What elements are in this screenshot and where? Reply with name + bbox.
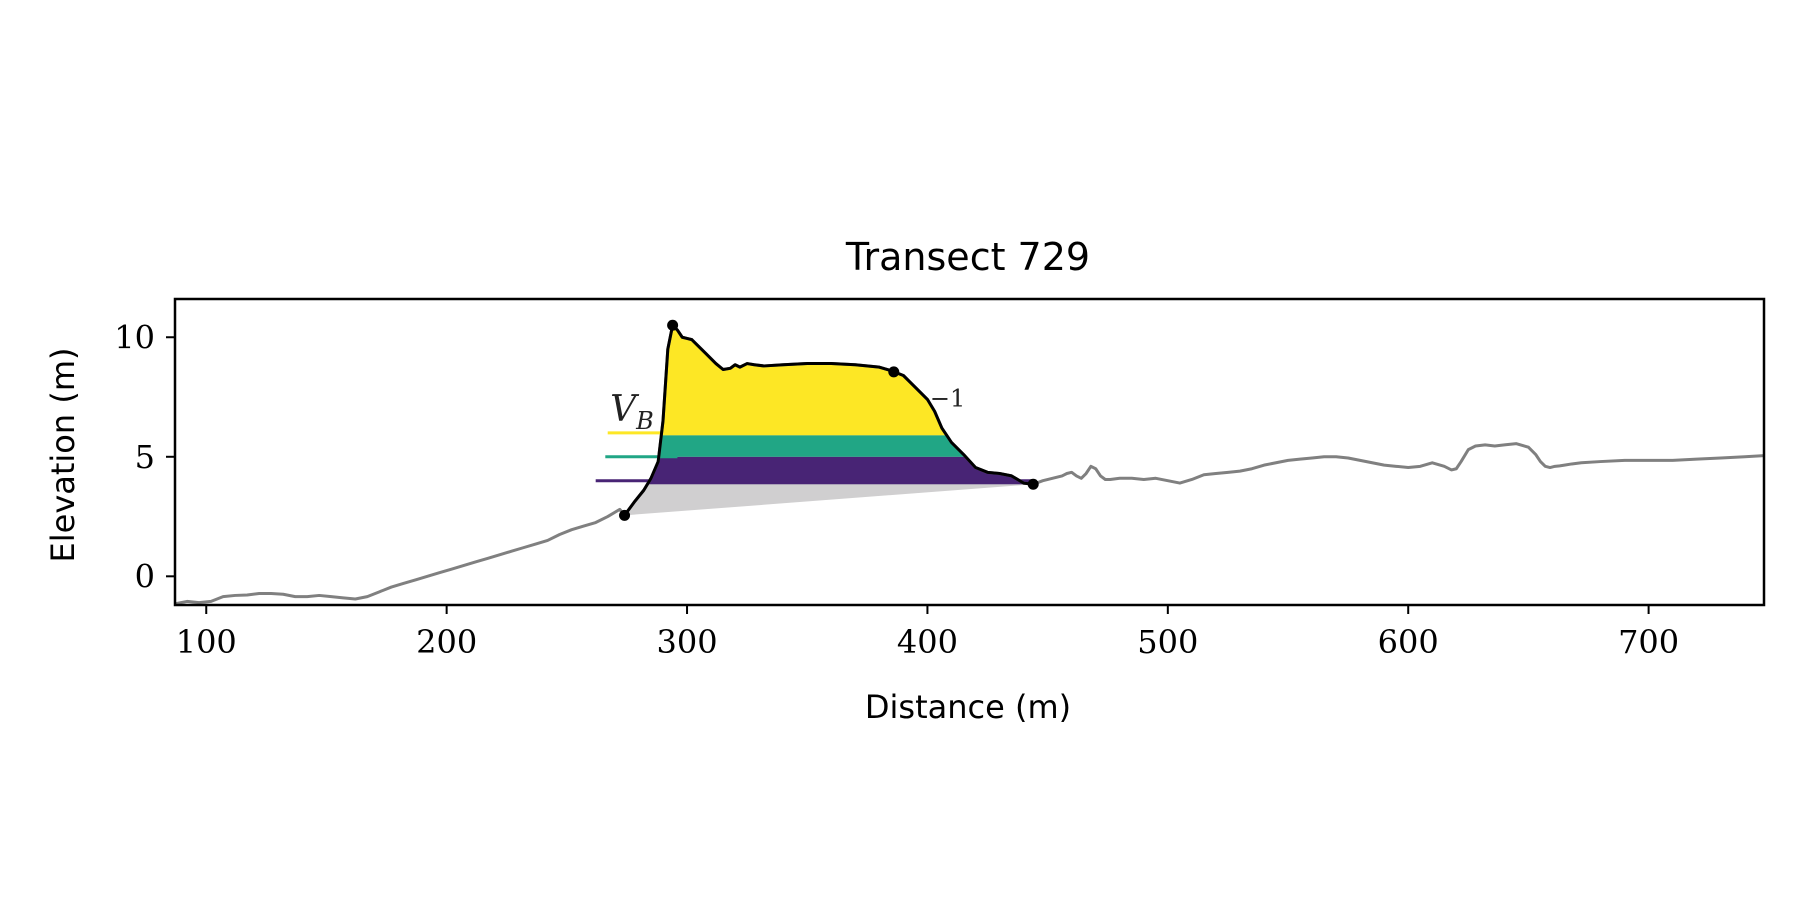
x-tick-label: 600 <box>1378 623 1439 661</box>
x-tick-label: 100 <box>176 623 237 661</box>
x-tick-label: 300 <box>656 623 717 661</box>
dune-band-1 <box>624 456 1034 481</box>
dune-point-3 <box>1027 478 1039 490</box>
plot-area: VB −1 <box>175 319 1764 605</box>
x-tick-label: 400 <box>897 623 958 661</box>
dune-band-2 <box>624 435 1034 457</box>
chart-title: Transect 729 <box>845 235 1090 279</box>
y-tick-label: 5 <box>135 438 155 476</box>
x-tick-label: 700 <box>1618 623 1679 661</box>
x-axis-label: Distance (m) <box>865 688 1071 726</box>
annotation-subscript: B <box>635 407 654 435</box>
dune-band-0 <box>624 480 1034 485</box>
dune-point-0 <box>619 509 631 521</box>
dune-point-2 <box>888 366 900 378</box>
y-tick-label: 0 <box>135 557 155 595</box>
y-tick-label: 10 <box>114 318 155 356</box>
x-axis: 100 200 300 400 500 600 700 <box>176 605 1679 661</box>
dune-bands <box>624 325 1034 485</box>
annotation-1: −1 <box>930 385 965 413</box>
x-tick-label: 500 <box>1137 623 1198 661</box>
dune-point-1 <box>667 319 679 331</box>
y-axis-label: Elevation (m) <box>44 348 82 563</box>
x-tick-label: 200 <box>416 623 477 661</box>
plot-frame <box>173 297 1766 607</box>
annotation-0: VB <box>610 389 654 435</box>
y-axis: 0 5 10 <box>114 318 175 595</box>
dune-profile-line <box>623 323 1034 517</box>
dune-band-3 <box>624 325 1034 436</box>
